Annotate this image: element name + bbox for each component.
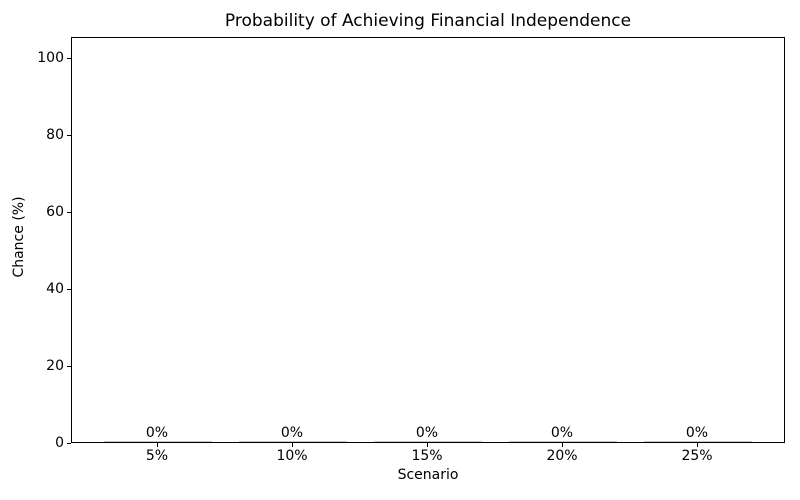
bar-value-label: 0% — [415, 425, 439, 441]
bar — [509, 440, 617, 442]
bar-value-label: 0% — [280, 425, 304, 441]
y-tick-mark — [67, 288, 71, 290]
y-tick-mark — [67, 442, 71, 444]
bar — [104, 440, 212, 442]
plot-area — [71, 37, 785, 443]
y-tick-label: 0 — [55, 435, 64, 451]
x-tick-label: 10% — [276, 448, 308, 464]
x-tick-mark — [561, 443, 563, 447]
x-tick-label: 25% — [681, 448, 713, 464]
x-tick-label: 20% — [546, 448, 578, 464]
y-tick-label: 60 — [46, 204, 64, 221]
x-tick-mark — [156, 443, 158, 447]
x-tick-label: 5% — [145, 448, 169, 464]
x-tick-label: 15% — [411, 448, 443, 464]
bar — [374, 440, 482, 442]
y-tick-mark — [67, 134, 71, 136]
bar — [644, 440, 752, 442]
y-tick-label: 20 — [46, 358, 64, 375]
x-tick-mark — [291, 443, 293, 447]
bar-value-label: 0% — [685, 425, 709, 441]
y-tick-label: 40 — [46, 281, 64, 298]
y-tick-label: 80 — [46, 127, 64, 144]
x-tick-mark — [426, 443, 428, 447]
bar — [239, 440, 347, 442]
y-tick-label: 100 — [37, 50, 64, 67]
chart-title: Probability of Achieving Financial Indep… — [224, 11, 632, 31]
y-tick-mark — [67, 57, 71, 59]
x-tick-mark — [696, 443, 698, 447]
bar-value-label: 0% — [145, 425, 169, 441]
bar-value-label: 0% — [550, 425, 574, 441]
y-tick-mark — [67, 365, 71, 367]
x-axis-label: Scenario — [397, 467, 459, 483]
y-tick-mark — [67, 211, 71, 213]
